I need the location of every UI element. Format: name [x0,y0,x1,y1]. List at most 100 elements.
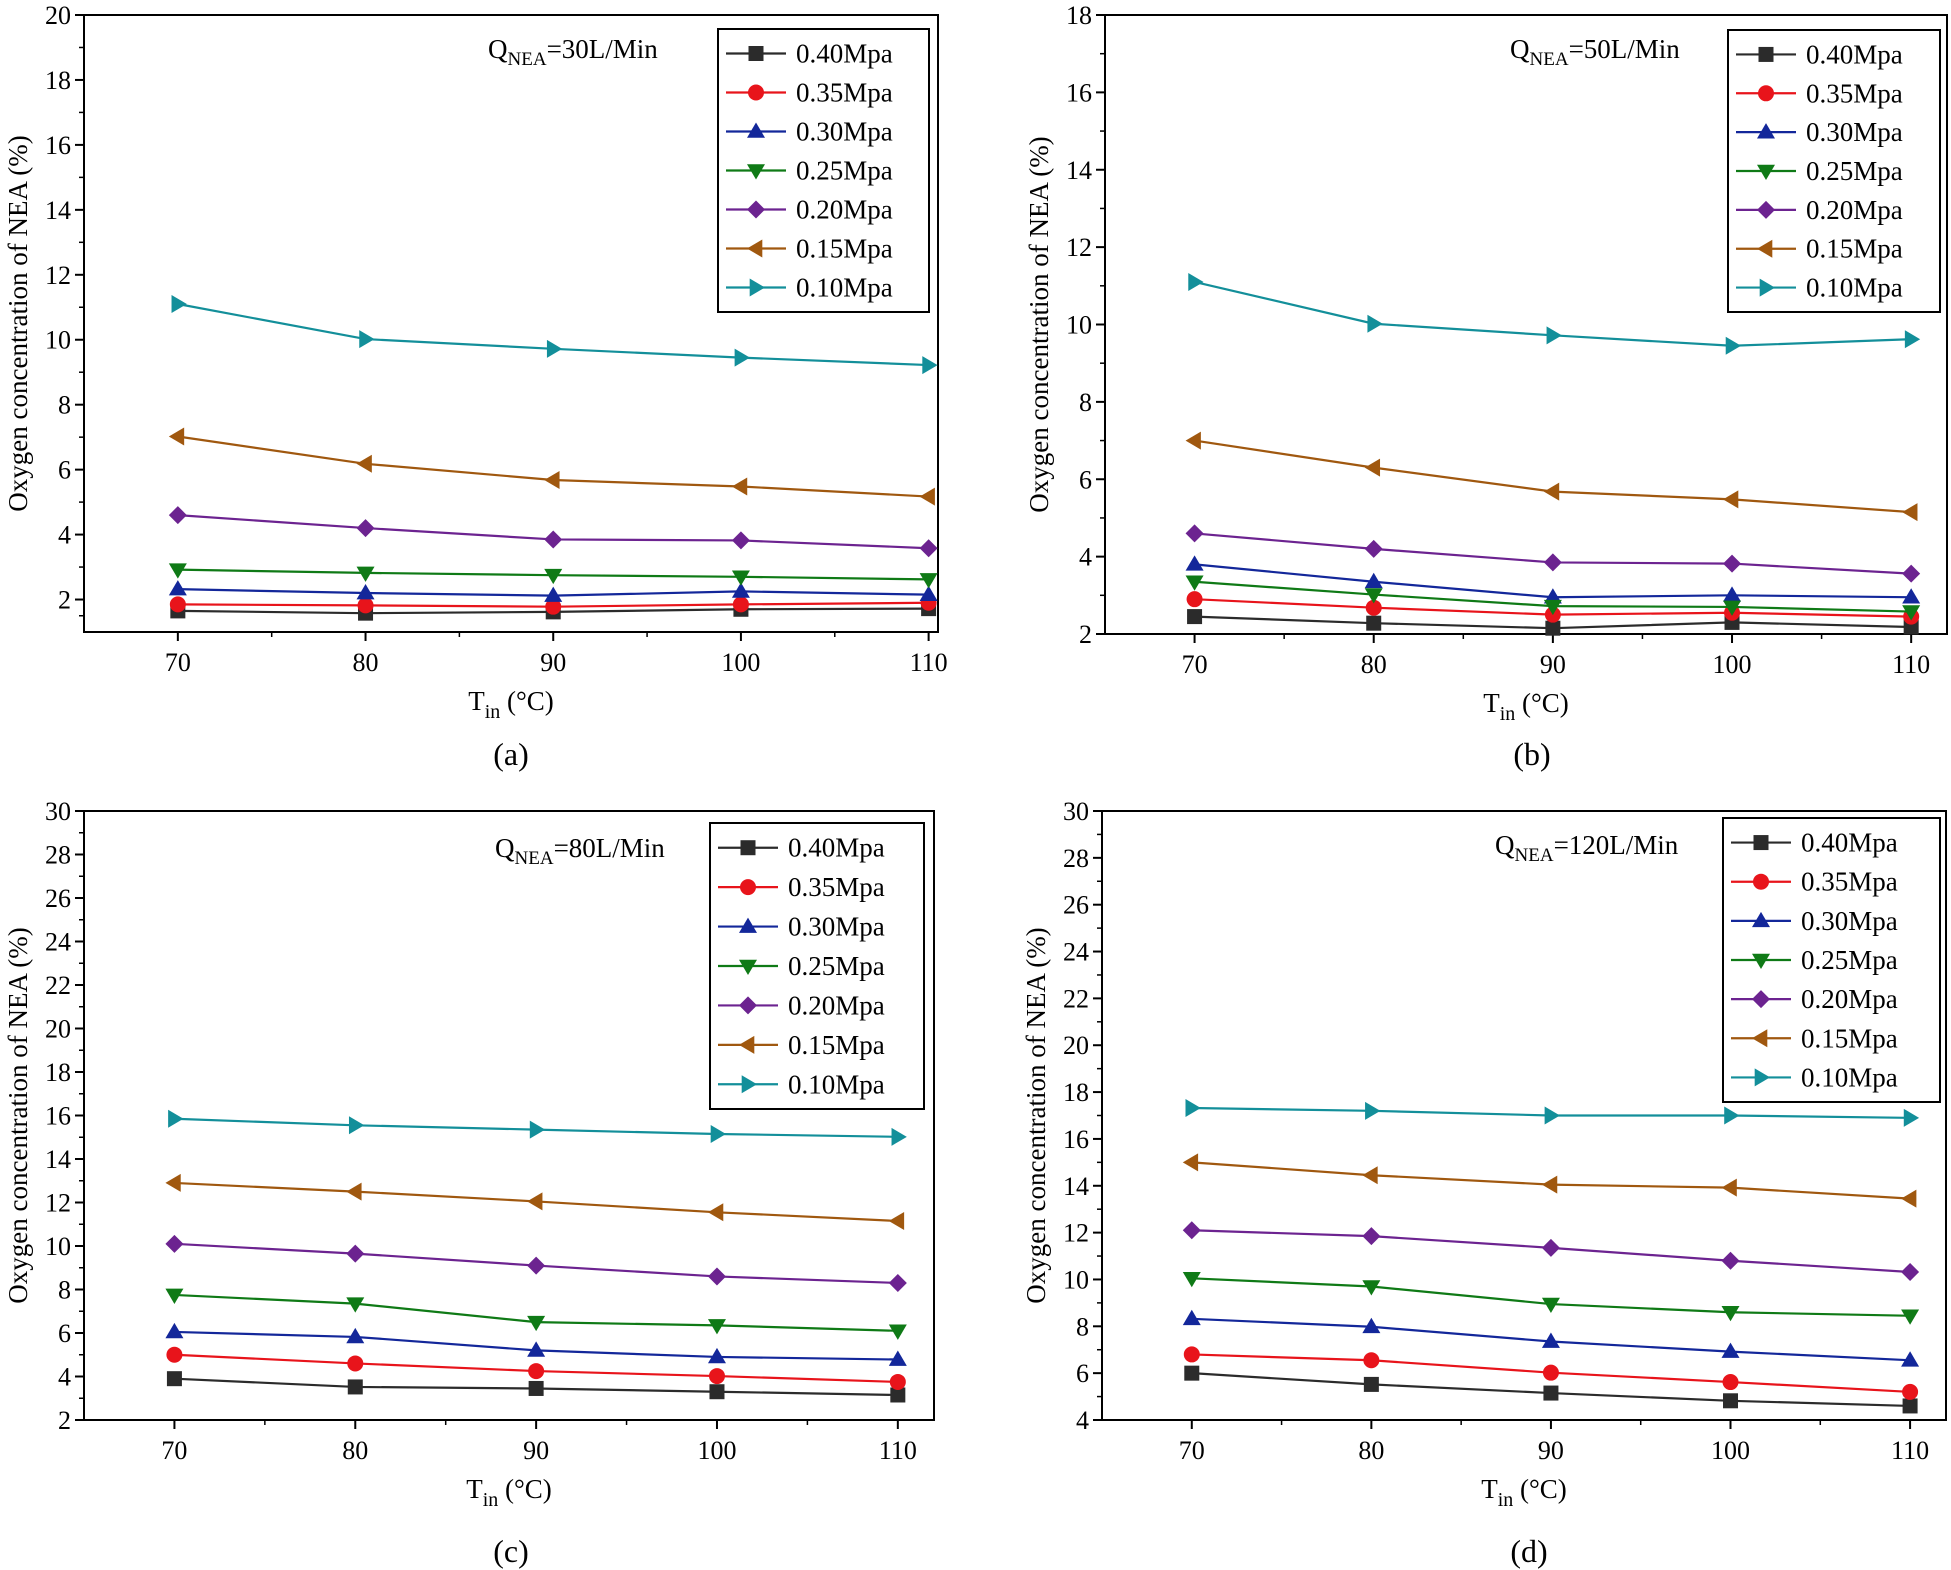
y-tick-label: 10 [45,326,71,355]
data-point [1187,609,1203,625]
y-tick-label: 6 [1079,465,1092,494]
legend-label: 0.35Mpa [1806,78,1903,108]
data-point [1363,1352,1380,1369]
y-tick-label: 26 [45,884,71,913]
data-point [1364,539,1383,558]
legend-label: 0.10Mpa [788,1069,885,1099]
legend-marker [747,122,765,138]
data-point [1903,1108,1920,1127]
data-point [529,1120,546,1139]
data-point [166,1371,182,1387]
data-point [356,519,375,538]
x-tick-label: 90 [523,1436,549,1465]
legend-label: 0.35Mpa [788,872,885,902]
legend-label: 0.25Mpa [1806,156,1903,186]
series-0.40Mpa [166,1371,906,1403]
y-tick-label: 26 [1063,891,1089,920]
data-point [919,487,935,506]
x-tick-label: 100 [1713,650,1752,679]
data-point [168,1109,184,1128]
data-point [528,1380,544,1396]
data-point [1904,330,1921,349]
legend-marker [740,879,756,896]
legend-marker [739,1035,755,1054]
data-point [1185,524,1204,543]
data-point [889,1373,906,1390]
panel-caption: (b) [1513,736,1550,772]
y-tick-label: 12 [45,261,71,290]
x-tick-label: 110 [1891,1436,1929,1465]
data-point [347,1355,364,1372]
series-0.15Mpa [165,1173,905,1230]
legend-label: 0.20Mpa [796,195,893,225]
panel-caption: (c) [493,1533,529,1569]
y-tick-label: 20 [45,1,71,30]
y-axis-title: Oxygen concentration of NEA (%) [1024,136,1054,512]
data-point [1902,564,1921,583]
legend-marker [1759,278,1775,297]
flow-annotation: QNEA=120L/Min [1495,830,1679,866]
data-point [1543,482,1560,501]
legend-marker [739,917,757,933]
data-point [707,1319,726,1335]
data-point [1184,1365,1200,1381]
y-tick-label: 28 [45,841,71,870]
series-0.25Mpa [165,1288,907,1340]
legend-label: 0.40Mpa [1806,39,1903,69]
data-point [165,1234,184,1253]
series-0.20Mpa [1182,1221,1920,1281]
x-tick-label: 80 [1358,1436,1384,1465]
y-tick-label: 16 [1066,78,1092,107]
legend-marker [739,996,757,1015]
data-point [165,1173,181,1192]
series-0.10Mpa [171,295,938,375]
y-tick-label: 8 [1076,1312,1089,1341]
series-0.15Mpa [168,427,935,506]
legend-label: 0.15Mpa [1801,1023,1898,1053]
y-tick-label: 2 [58,1406,71,1435]
data-point [919,585,938,601]
data-point [168,506,187,525]
x-tick-label: 90 [1540,650,1566,679]
series-0.35Mpa [1183,1346,1919,1400]
chart-panel-1: 70 80 90 100 110 2 4 6 8 10 12 14 16 18 20 Tin (°C) Oxyg… [3,1,948,772]
data-point [734,348,750,367]
y-tick-label: 12 [45,1189,71,1218]
data-point [1721,1342,1740,1358]
legend-marker [741,1075,757,1094]
data-point [1724,1106,1740,1125]
data-point [1364,588,1383,604]
y-tick-label: 24 [45,928,71,957]
y-tick-label: 6 [58,456,71,485]
y-tick-label: 14 [1066,156,1092,185]
data-point [888,1324,907,1340]
y-axis-title: Oxygen concentration of NEA (%) [3,927,33,1303]
y-tick-label: 12 [1063,1219,1089,1248]
data-point [1183,1346,1200,1363]
data-point [1545,620,1561,636]
data-point [1723,586,1742,602]
legend-marker [1758,46,1774,62]
data-point [1721,1305,1740,1322]
x-tick-label: 110 [879,1436,917,1465]
data-point [1364,572,1383,589]
data-point [1543,588,1562,604]
y-axis-title: Oxygen concentration of NEA (%) [3,135,33,511]
y-tick-label: 14 [1063,1172,1089,1201]
data-point [1185,1099,1201,1118]
data-point [357,597,374,614]
legend-label: 0.30Mpa [796,117,893,147]
legend-label: 0.30Mpa [1801,906,1898,936]
data-point [1185,431,1201,450]
y-tick-label: 4 [1079,543,1092,572]
series-0.40Mpa [1184,1365,1918,1414]
data-point [347,1379,363,1395]
data-point [546,339,563,358]
y-tick-label: 16 [1063,1125,1089,1154]
data-point [168,580,187,596]
data-point [731,531,750,550]
data-point [1362,1280,1381,1296]
y-tick-label: 10 [1063,1265,1089,1294]
data-point [888,1350,907,1366]
